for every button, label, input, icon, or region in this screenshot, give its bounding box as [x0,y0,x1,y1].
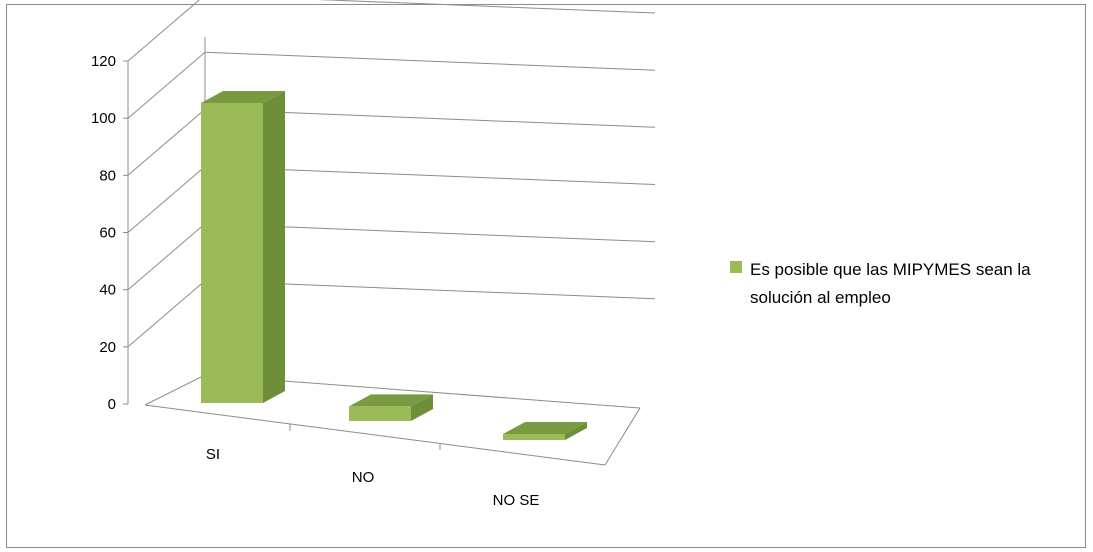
y-tick-label-80: 80 [99,167,116,184]
chart-gridlines [123,0,656,466]
bar-front [349,406,411,421]
legend-swatch [730,261,742,273]
y-tick-label-20: 20 [99,339,116,356]
bar-top [349,394,433,407]
y-tick-label-60: 60 [99,225,116,242]
floor-left-edge [144,374,206,406]
bar-top [503,422,587,434]
bar-side [263,91,285,403]
y-tick-label-0: 0 [108,396,116,413]
bar-side [411,394,433,421]
x-axis-ticks: SI NO NO SE [206,446,539,509]
x-tick-label-0: SI [206,446,220,463]
bar-no [349,394,433,421]
y-tick-label-120: 120 [91,53,116,70]
bar-front [201,103,263,403]
chart-legend: Es posible que las MIPYMES sean la soluc… [730,256,1080,312]
bar-no-se [503,422,587,440]
x-tick-label-2: NO SE [493,492,540,509]
bar-front [503,434,565,440]
y-axis-ticks: 0 20 40 60 80 100 120 [91,53,116,413]
bar-si [201,91,285,403]
y-tick-label-100: 100 [91,110,116,127]
x-tick-label-1: NO [352,469,375,486]
floor-right-edge [604,407,641,466]
chart-bars [201,91,587,440]
bar-top [201,91,285,103]
bar-side [565,422,587,440]
gridline-120 [127,0,656,62]
y-tick-label-40: 40 [99,282,116,299]
legend-label: Es posible que las MIPYMES sean la soluc… [750,260,1031,307]
floor-front-edge [144,404,606,466]
